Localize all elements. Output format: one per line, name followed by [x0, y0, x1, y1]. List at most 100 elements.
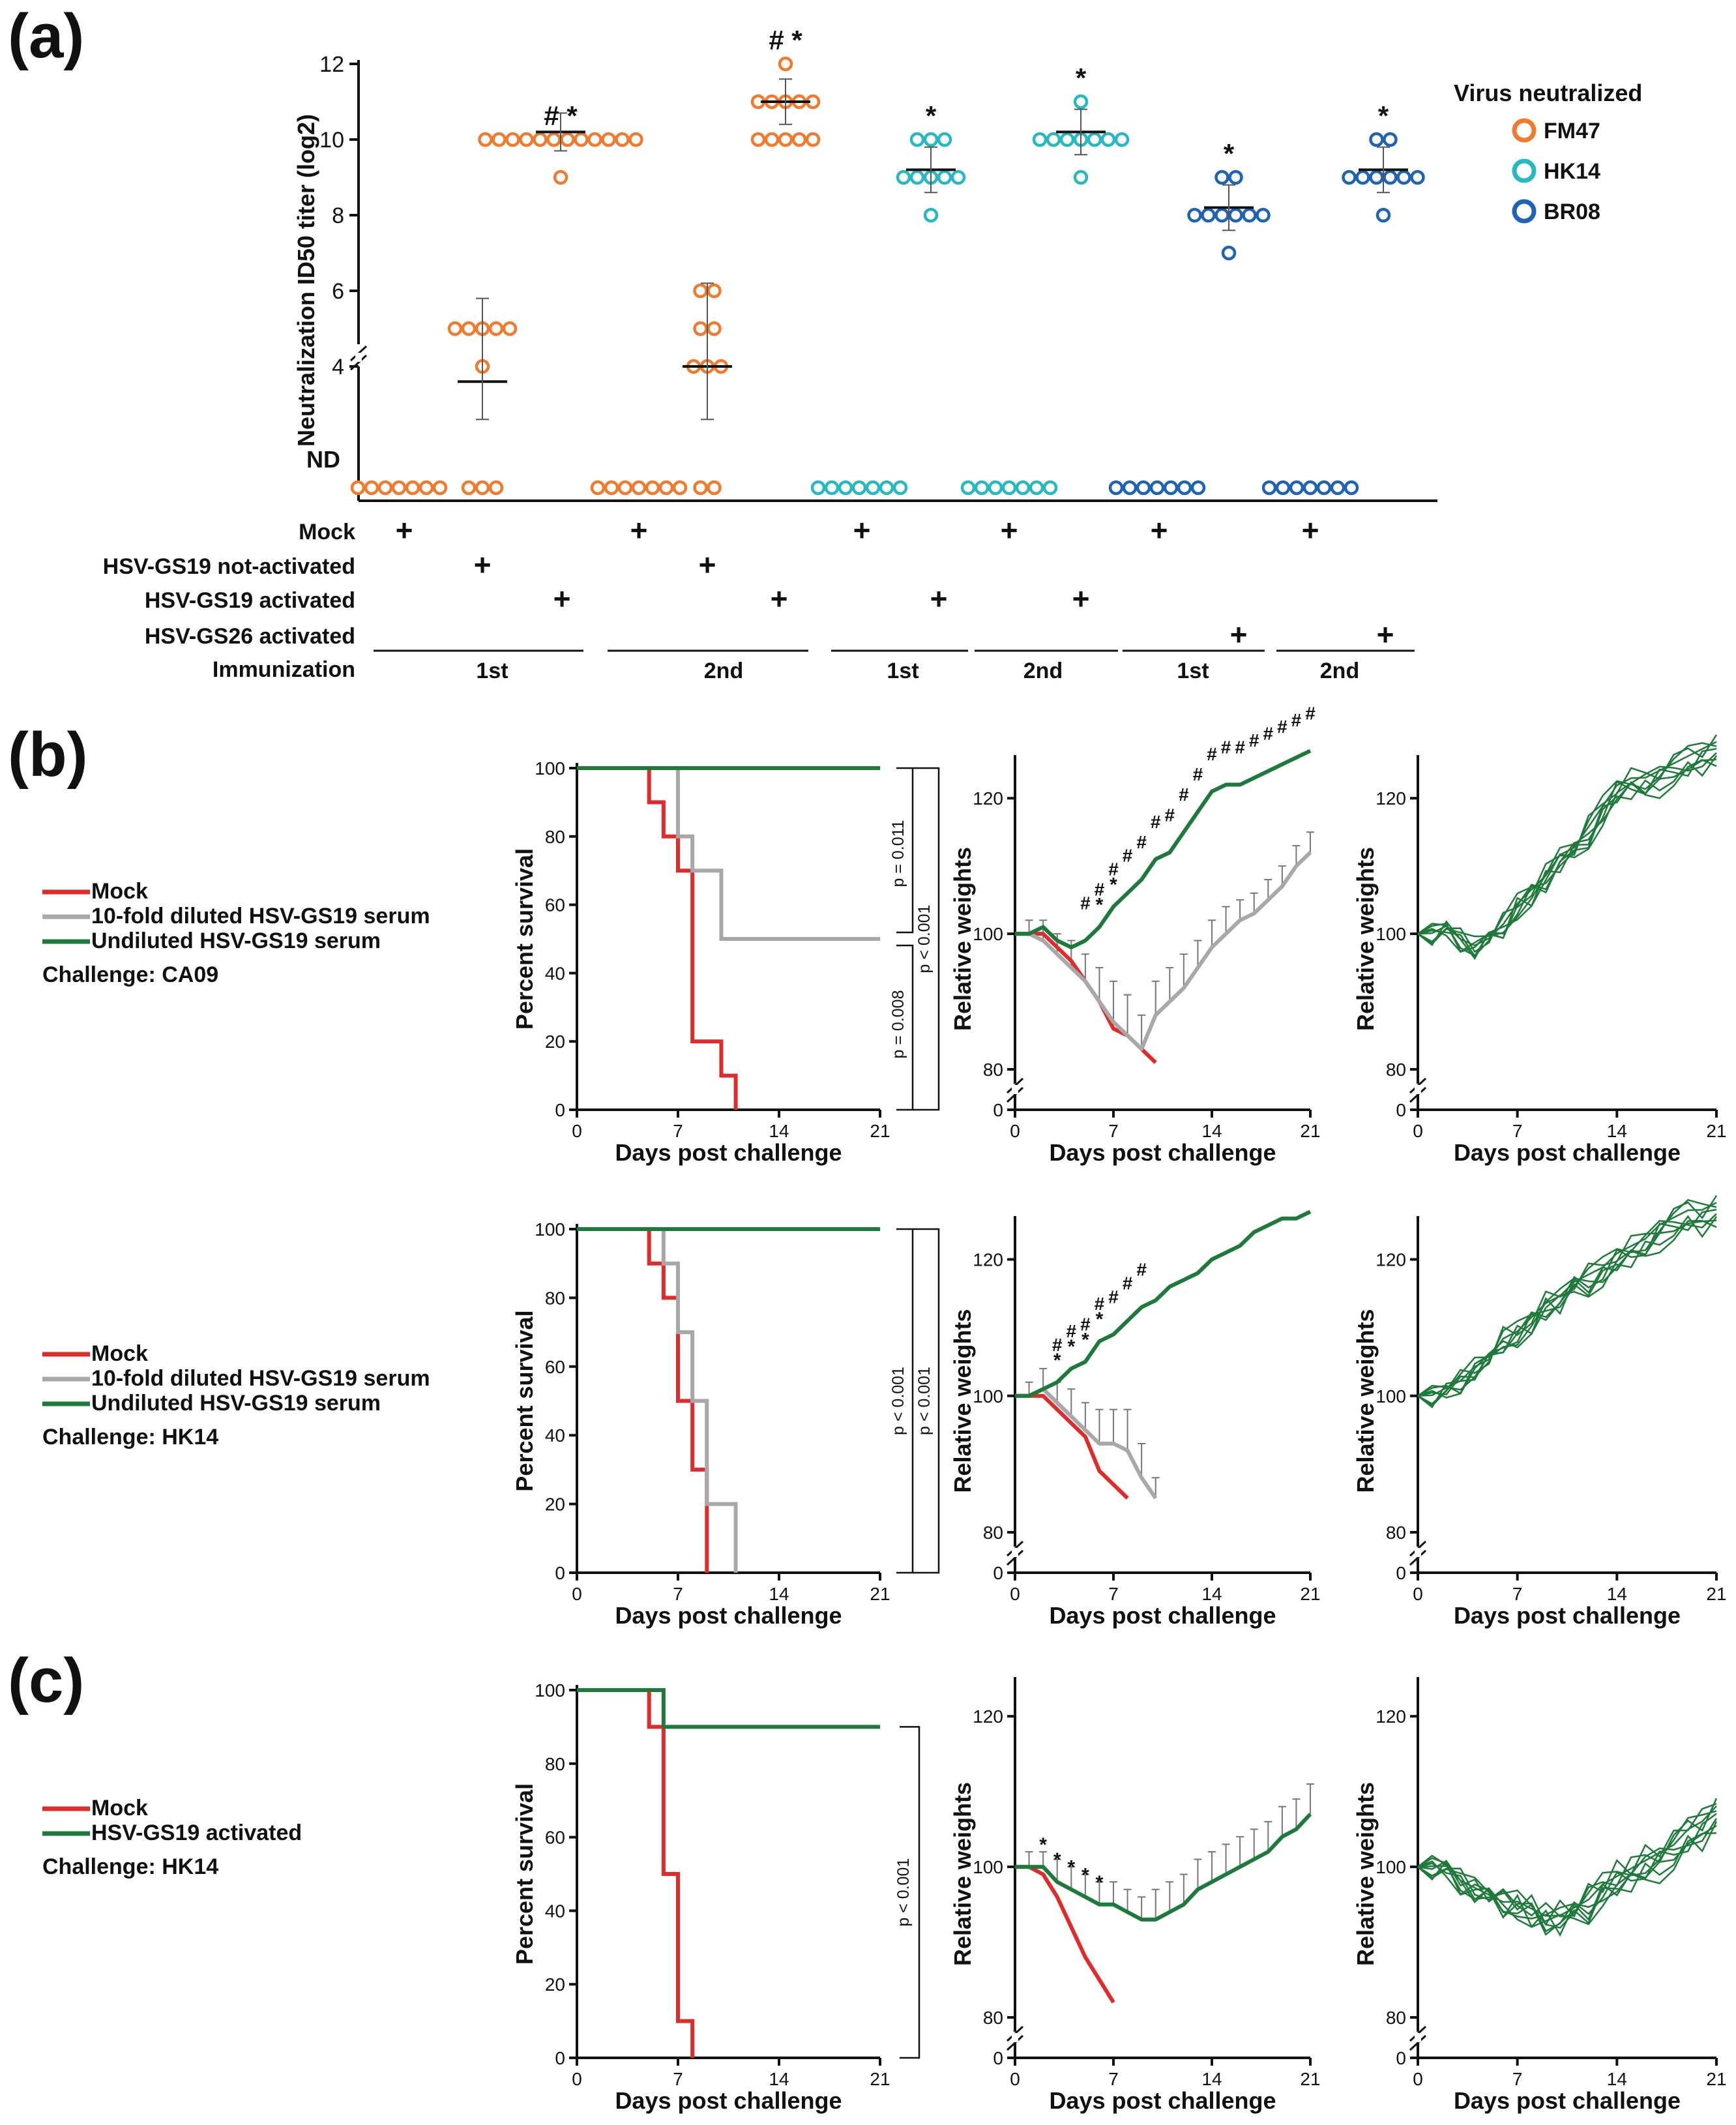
a-treatment-plus: +	[474, 548, 492, 582]
survival-x-axis-title: Days post challenge	[615, 1602, 842, 1629]
weights-y-axis-title: Relative weights	[949, 1309, 976, 1493]
a-data-point	[519, 132, 534, 147]
a-data-point	[1149, 480, 1165, 496]
weights-hash-marker: #	[1123, 846, 1133, 866]
survival-line-diluted	[577, 1227, 738, 1573]
survival-x-tick-label: 21	[870, 1584, 890, 1604]
survival-y-axis-title: Percent survival	[511, 848, 538, 1030]
a-group-13: *	[1342, 100, 1425, 223]
a-data-point	[707, 283, 722, 299]
a-data-point	[1177, 480, 1192, 496]
a-data-point	[601, 132, 616, 147]
a-data-point	[1214, 170, 1229, 185]
p-bracket	[896, 944, 914, 1111]
survival-line-mock	[577, 1227, 709, 1573]
a-data-point	[560, 132, 575, 147]
weights-hash-marker: #	[1291, 710, 1302, 730]
a-group-7: *	[896, 100, 966, 223]
a-data-point	[805, 132, 821, 147]
a-data-point	[574, 132, 589, 147]
a-data-point	[937, 170, 952, 185]
challenge-label: Challenge: CA09	[42, 962, 218, 987]
weights-hash-marker: #	[1207, 744, 1217, 764]
survival-x-tick-label: 14	[769, 2069, 789, 2089]
a-significance-mark: *	[1378, 100, 1389, 131]
weights-x-tick-label: 7	[1108, 2069, 1119, 2089]
a-data-point	[937, 132, 952, 147]
a-data-point	[553, 170, 568, 185]
a-data-point	[960, 480, 976, 496]
weights-axis-break-gap	[1012, 1085, 1018, 1094]
a-treatment-plus: +	[1302, 513, 1319, 547]
p-bracket	[900, 1726, 920, 2059]
individual-x-tick-label: 0	[1413, 1121, 1423, 1141]
a-data-point	[502, 321, 518, 336]
a-treatment-row-label: HSV-GS19 not-activated	[103, 554, 355, 579]
a-data-point	[909, 170, 925, 185]
a-y-tick-label: 6	[332, 279, 344, 304]
p-value: p < 0.001	[894, 1858, 913, 1927]
a-treatment-plus: +	[699, 548, 716, 582]
a-legend-label: HK14	[1544, 159, 1600, 184]
a-y-tick-label: 12	[319, 52, 344, 77]
a-data-point	[1383, 132, 1398, 147]
weights-x-tick-label: 21	[1300, 2069, 1320, 2089]
survival-y-tick-label: 0	[555, 2048, 565, 2068]
a-data-point	[391, 480, 407, 496]
a-data-point	[1001, 480, 1017, 496]
a-data-point	[950, 170, 966, 185]
a-data-point	[693, 480, 708, 496]
a-data-point	[892, 480, 908, 496]
a-data-point	[615, 132, 630, 147]
a-legend-label: BR08	[1544, 200, 1600, 224]
weights-hash-marker: #	[1179, 784, 1189, 805]
a-data-point	[1289, 480, 1304, 496]
a-data-point	[475, 480, 490, 496]
a-data-point	[405, 480, 420, 496]
p-bracket	[913, 767, 940, 1111]
survival-line-mock	[577, 1688, 695, 2058]
a-data-point	[838, 480, 853, 496]
a-data-point	[1163, 480, 1179, 496]
survival-y-tick-label: 60	[545, 1828, 565, 1848]
survival-y-axis-title: Percent survival	[511, 1783, 538, 1965]
a-data-point	[1369, 132, 1384, 147]
survival-x-tick-label: 7	[673, 1584, 683, 1604]
individual-mouse-trace	[1417, 748, 1717, 953]
weights-x-tick-label: 0	[1010, 1121, 1020, 1141]
weights-x-tick-label: 0	[1010, 1584, 1020, 1604]
a-data-point	[974, 480, 990, 496]
a-data-point	[693, 283, 708, 299]
weights-star-marker: *	[1096, 1872, 1104, 1894]
a-group-9: *	[1032, 63, 1130, 185]
a-data-point	[645, 480, 660, 496]
weights-y-tick-label: 80	[983, 1060, 1003, 1080]
a-treatment-row-label: Mock	[299, 520, 355, 544]
survival-y-tick-label: 60	[545, 895, 565, 915]
a-data-point	[617, 480, 633, 496]
individual-y-tick-label: 0	[1396, 2048, 1406, 2068]
a-data-point	[1122, 480, 1138, 496]
a-data-point	[488, 480, 504, 496]
weights-hash-marker: #	[1080, 1314, 1091, 1334]
weights-x-tick-label: 7	[1108, 1584, 1119, 1604]
a-data-point	[1114, 132, 1130, 147]
a-immunization-label: 1st	[476, 659, 508, 683]
individual-y-axis-title: Relative weights	[1352, 1309, 1379, 1493]
weights-x-tick-label: 7	[1108, 1121, 1119, 1141]
weights-x-tick-label: 14	[1201, 1121, 1222, 1141]
a-data-point	[1187, 207, 1202, 223]
a-treatment-row-label: Immunization	[213, 657, 355, 682]
survival-y-tick-label: 80	[545, 827, 565, 847]
a-data-point	[778, 56, 793, 72]
a-data-point	[1042, 480, 1058, 496]
weights-hash-marker: #	[1066, 1321, 1076, 1341]
weights-y-tick-label: 0	[993, 2048, 1003, 2068]
a-data-point	[1342, 170, 1357, 185]
a-data-point	[750, 132, 766, 147]
survival-x-tick-label: 0	[572, 2069, 582, 2089]
a-group-12	[1261, 480, 1359, 496]
a-data-point	[350, 480, 366, 496]
individual-y-tick-label: 120	[1376, 1706, 1406, 1727]
